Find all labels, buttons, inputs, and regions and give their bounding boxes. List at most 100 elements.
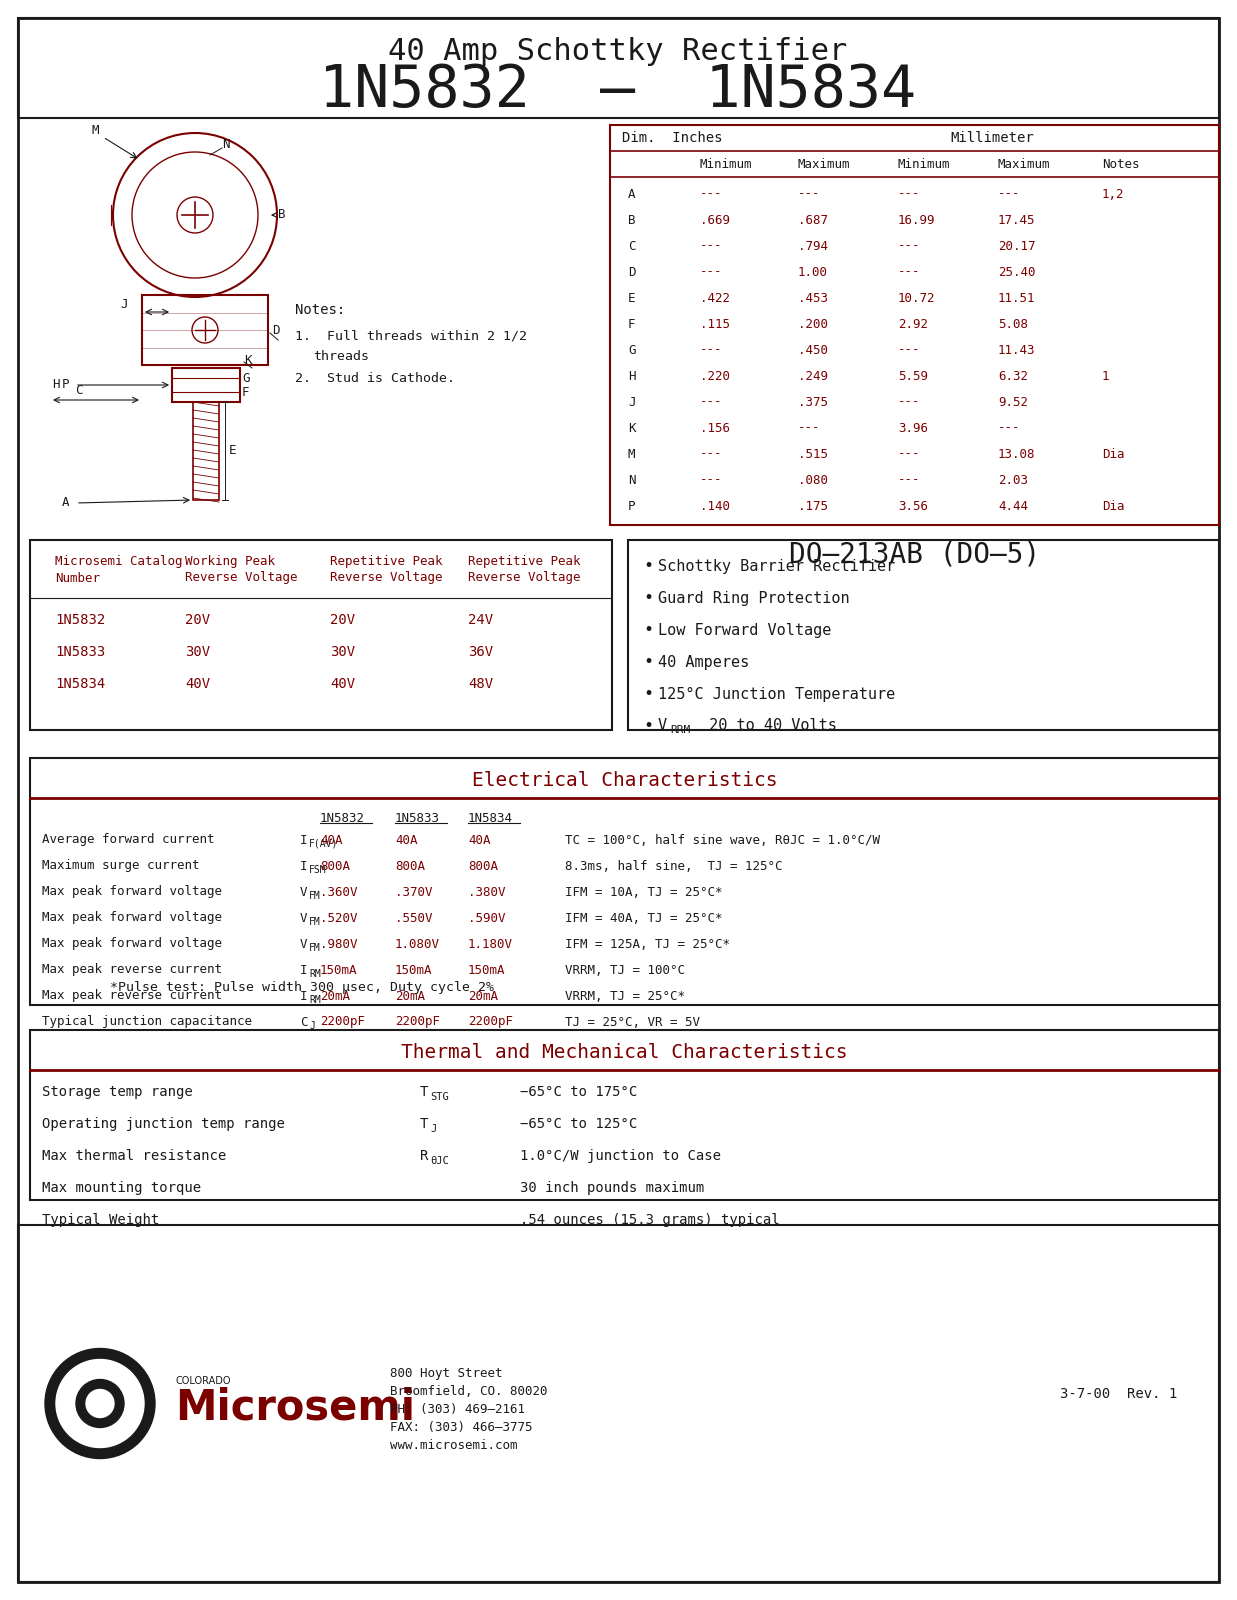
Text: 1N5834: 1N5834 — [468, 811, 513, 824]
Text: 17.45: 17.45 — [998, 213, 1035, 227]
Text: K: K — [244, 354, 251, 366]
Text: .590V: .590V — [468, 912, 506, 925]
Text: 125°C Junction Temperature: 125°C Junction Temperature — [658, 686, 896, 701]
Text: 24V: 24V — [468, 613, 494, 627]
Text: Operating junction temp range: Operating junction temp range — [42, 1117, 285, 1131]
Text: .249: .249 — [798, 370, 828, 382]
Text: ---: --- — [700, 448, 722, 461]
Text: TJ = 25°C, VR = 5V: TJ = 25°C, VR = 5V — [565, 1016, 700, 1029]
Text: 1.080V: 1.080V — [395, 938, 440, 950]
Text: 30V: 30V — [330, 645, 355, 659]
Text: Working Peak: Working Peak — [186, 555, 275, 568]
Bar — [30, 758, 1218, 1005]
Text: Notes:: Notes: — [294, 302, 345, 317]
Text: •: • — [643, 653, 653, 670]
Text: .54 ounces (15.3 grams) typical: .54 ounces (15.3 grams) typical — [520, 1213, 779, 1227]
Text: −65°C to 125°C: −65°C to 125°C — [520, 1117, 637, 1131]
Text: Schottky Barrier Rectifier: Schottky Barrier Rectifier — [658, 558, 896, 573]
Text: ---: --- — [898, 266, 920, 278]
Text: *Pulse test: Pulse width 300 μsec, Duty cycle 2%: *Pulse test: Pulse width 300 μsec, Duty … — [110, 981, 494, 994]
Text: 150mA: 150mA — [468, 963, 506, 976]
Text: .687: .687 — [798, 213, 828, 227]
Text: 1N5832: 1N5832 — [54, 613, 105, 627]
Text: 20mA: 20mA — [468, 989, 499, 1003]
Text: 20V: 20V — [186, 613, 210, 627]
Text: 1N5834: 1N5834 — [54, 677, 105, 691]
Text: Repetitive Peak: Repetitive Peak — [330, 555, 443, 568]
Text: ---: --- — [898, 240, 920, 253]
Text: ---: --- — [700, 266, 722, 278]
Text: ---: --- — [700, 474, 722, 486]
Text: 10.72: 10.72 — [898, 291, 935, 304]
Text: .453: .453 — [798, 291, 828, 304]
Text: 8.3ms, half sine,  TJ = 125°C: 8.3ms, half sine, TJ = 125°C — [565, 859, 783, 872]
Text: 40A: 40A — [395, 834, 418, 846]
Text: FM: FM — [309, 942, 320, 954]
Text: C: C — [301, 1016, 308, 1029]
Text: 6.32: 6.32 — [998, 370, 1028, 382]
Text: I: I — [301, 989, 308, 1003]
Text: .220: .220 — [700, 370, 730, 382]
Text: θJC: θJC — [430, 1155, 449, 1166]
Text: ---: --- — [700, 395, 722, 408]
Text: D: D — [272, 323, 280, 336]
Text: 5.08: 5.08 — [998, 317, 1028, 331]
Text: E: E — [229, 445, 236, 458]
Text: STG: STG — [430, 1091, 449, 1102]
Text: FSM: FSM — [309, 866, 327, 875]
Text: 2.92: 2.92 — [898, 317, 928, 331]
Text: .980V: .980V — [320, 938, 357, 950]
Text: Thermal and Mechanical Characteristics: Thermal and Mechanical Characteristics — [401, 1043, 847, 1061]
Text: IFM = 125A, TJ = 25°C*: IFM = 125A, TJ = 25°C* — [565, 938, 730, 950]
Text: ---: --- — [898, 344, 920, 357]
Text: J: J — [430, 1123, 437, 1134]
Text: 1,2: 1,2 — [1102, 187, 1124, 200]
Text: Max peak forward voltage: Max peak forward voltage — [42, 885, 221, 899]
Text: .156: .156 — [700, 421, 730, 435]
Text: A: A — [628, 187, 636, 200]
Text: V: V — [301, 938, 308, 950]
Bar — [19, 1226, 1218, 1582]
Text: 1.180V: 1.180V — [468, 938, 513, 950]
Text: 2.  Stud is Cathode.: 2. Stud is Cathode. — [294, 371, 455, 384]
Text: 800 Hoyt Street: 800 Hoyt Street — [390, 1366, 502, 1379]
Text: B: B — [628, 213, 636, 227]
Text: Max peak forward voltage: Max peak forward voltage — [42, 912, 221, 925]
Text: 30 inch pounds maximum: 30 inch pounds maximum — [520, 1181, 704, 1195]
Text: Dia: Dia — [1102, 499, 1124, 512]
Text: B: B — [278, 208, 286, 221]
Text: Typical junction capacitance: Typical junction capacitance — [42, 1016, 252, 1029]
Text: F: F — [242, 386, 250, 398]
Text: I: I — [301, 834, 308, 846]
Bar — [610, 125, 1218, 525]
Text: 40A: 40A — [320, 834, 343, 846]
Text: Maximum: Maximum — [998, 157, 1050, 171]
Text: 36V: 36V — [468, 645, 494, 659]
Text: www.microsemi.com: www.microsemi.com — [390, 1438, 517, 1453]
Text: M: M — [92, 125, 99, 138]
Circle shape — [56, 1360, 143, 1448]
Text: 25.40: 25.40 — [998, 266, 1035, 278]
Text: −65°C to 175°C: −65°C to 175°C — [520, 1085, 637, 1099]
Text: 1: 1 — [1102, 370, 1110, 382]
Text: PH: (303) 469–2161: PH: (303) 469–2161 — [390, 1403, 524, 1416]
Text: .375: .375 — [798, 395, 828, 408]
Text: Reverse Voltage: Reverse Voltage — [468, 571, 580, 584]
Text: I: I — [301, 859, 308, 872]
Text: IFM = 40A, TJ = 25°C*: IFM = 40A, TJ = 25°C* — [565, 912, 722, 925]
Circle shape — [87, 1389, 114, 1418]
Text: Maximum surge current: Maximum surge current — [42, 859, 199, 872]
Bar — [19, 18, 1218, 118]
Text: V: V — [658, 718, 667, 733]
Bar — [30, 1030, 1218, 1200]
Text: .115: .115 — [700, 317, 730, 331]
Text: G: G — [628, 344, 636, 357]
Text: •: • — [643, 717, 653, 734]
Text: ---: --- — [798, 187, 820, 200]
Text: Millimeter: Millimeter — [950, 131, 1034, 146]
Text: 20mA: 20mA — [395, 989, 426, 1003]
Bar — [172, 368, 240, 402]
Text: C: C — [75, 384, 83, 397]
Text: ---: --- — [998, 187, 1021, 200]
Text: RM: RM — [309, 970, 320, 979]
